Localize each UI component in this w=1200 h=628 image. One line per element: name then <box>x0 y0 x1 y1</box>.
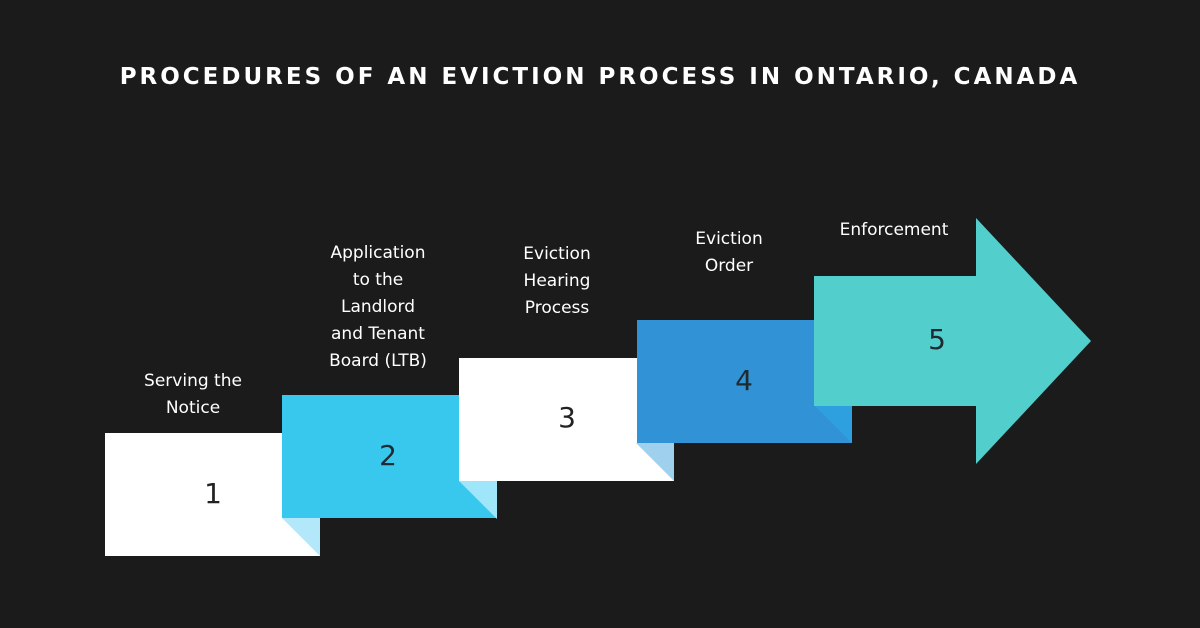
step-4-number: 4 <box>735 364 753 397</box>
step-3-number: 3 <box>558 401 576 434</box>
step-2-number: 2 <box>379 439 397 472</box>
step-4-fold <box>814 405 852 443</box>
step-2-label: Application to the Landlord and Tenant B… <box>329 243 427 371</box>
diagram-title: PROCEDURES OF AN EVICTION PROCESS IN ONT… <box>119 64 1081 90</box>
step-2-fold <box>459 481 497 519</box>
step-5-number: 5 <box>928 323 946 356</box>
step-1-label: Serving the Notice <box>144 371 242 418</box>
step-4-label: Eviction Order <box>695 229 763 276</box>
step-3-fold <box>636 443 674 481</box>
step-5-label: Enforcement <box>839 220 949 240</box>
step-1-fold <box>282 518 320 556</box>
step-1-number: 1 <box>204 477 222 510</box>
step-5-arrow <box>814 218 1091 464</box>
step-3-label: Eviction Hearing Process <box>523 244 591 318</box>
